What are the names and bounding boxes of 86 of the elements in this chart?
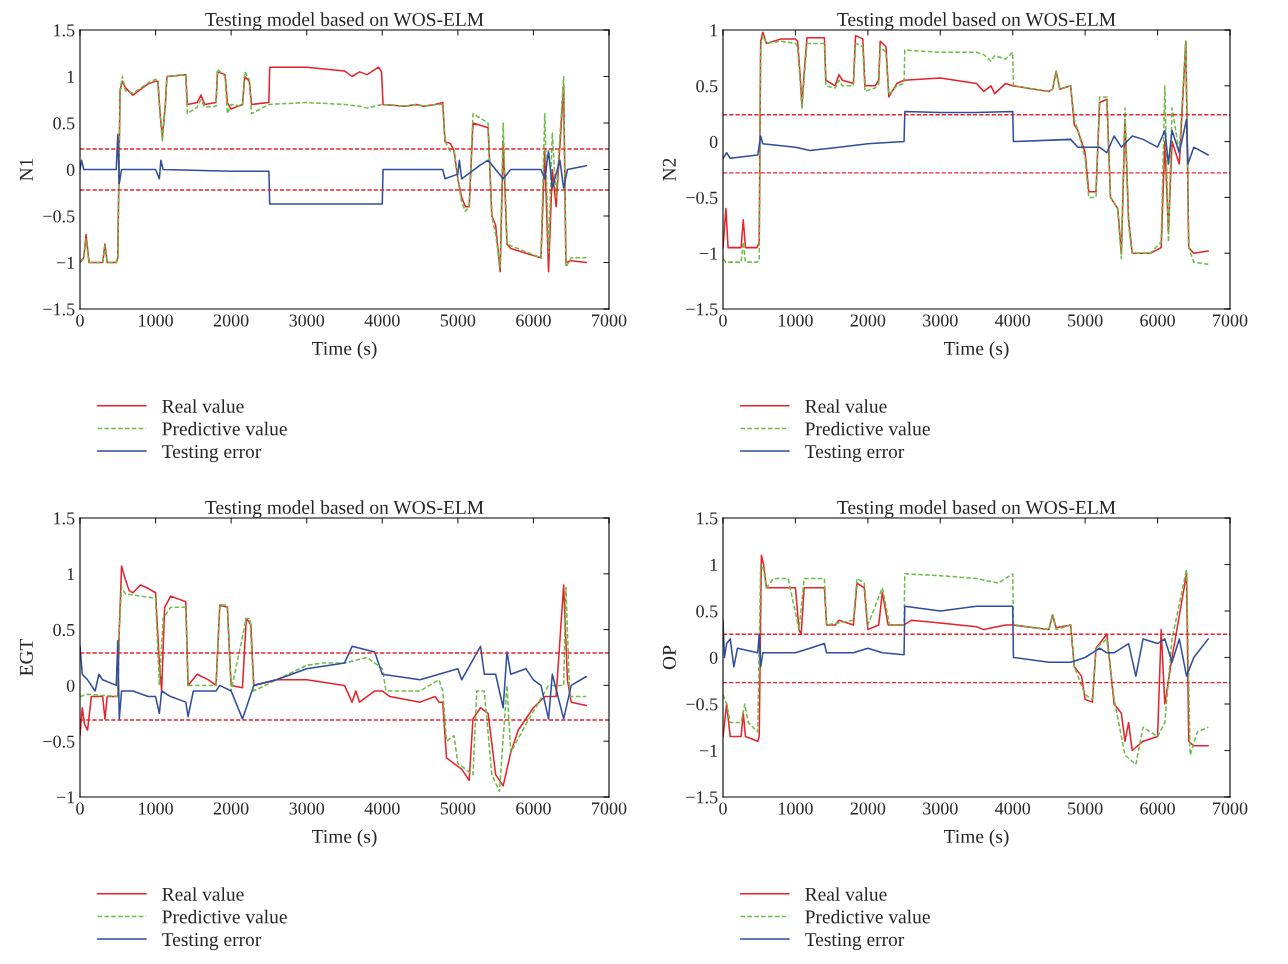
legend-label: Predictive value bbox=[805, 421, 930, 436]
x-tick-label: 6000 bbox=[1140, 802, 1175, 815]
x-tick-label: 7000 bbox=[1213, 802, 1248, 815]
y-tick-label: 0.5 bbox=[696, 80, 718, 93]
y-tick-label: 0 bbox=[709, 651, 718, 664]
x-tick-label: 5000 bbox=[440, 802, 476, 815]
x-tick-label: 2000 bbox=[850, 314, 886, 327]
line-series bbox=[723, 110, 1210, 165]
y-tick-label: −1 bbox=[56, 256, 75, 269]
legend-label: Real value bbox=[805, 399, 887, 413]
y-axis-title: N1 bbox=[19, 158, 33, 181]
x-tick-label: 4000 bbox=[364, 314, 400, 327]
x-tick-label: 3000 bbox=[289, 802, 325, 815]
x-tick-label: 4000 bbox=[364, 802, 400, 815]
x-tick-label: 3000 bbox=[289, 314, 325, 327]
x-tick-label: 7000 bbox=[1213, 314, 1248, 327]
x-tick-label: 4000 bbox=[995, 802, 1031, 815]
y-tick-label: 1.5 bbox=[54, 24, 75, 37]
y-tick-label: −1 bbox=[699, 247, 718, 260]
line-series bbox=[723, 605, 1210, 677]
x-tick-label: 6000 bbox=[1140, 314, 1175, 327]
y-tick-label: 1 bbox=[710, 558, 718, 571]
y-tick-label: −1.5 bbox=[686, 303, 718, 316]
y-tick-label: 1 bbox=[67, 70, 75, 83]
x-tick-label: 7000 bbox=[592, 314, 627, 327]
x-tick-label: 2000 bbox=[213, 802, 249, 815]
y-tick-label: −1.5 bbox=[686, 791, 718, 804]
y-tick-label: 0.5 bbox=[53, 623, 75, 637]
x-tick-label: 5000 bbox=[440, 314, 476, 327]
x-tick-label: 0 bbox=[719, 802, 727, 815]
x-tick-label: 3000 bbox=[923, 314, 958, 327]
y-tick-label: 0.5 bbox=[696, 605, 718, 618]
legend-label: Real value bbox=[162, 887, 244, 901]
x-tick-label: 2000 bbox=[213, 314, 249, 327]
legend-label: Testing error bbox=[162, 445, 262, 463]
y-axis-title: N2 bbox=[662, 158, 676, 181]
x-axis-title: Time (s) bbox=[943, 341, 1009, 359]
y-tick-label: −1.5 bbox=[43, 303, 75, 316]
line-series bbox=[80, 133, 588, 205]
x-tick-label: 1000 bbox=[139, 802, 173, 815]
x-axis-title: Time (s) bbox=[311, 341, 377, 359]
y-tick-label: −0.5 bbox=[43, 210, 75, 223]
x-tick-label: 0 bbox=[76, 314, 84, 327]
chart-title: Testing model based on WOS-ELM bbox=[837, 500, 1116, 519]
y-axis-title: OP bbox=[662, 645, 676, 670]
x-axis-title: Time (s) bbox=[311, 829, 377, 847]
line-series bbox=[80, 639, 588, 720]
y-tick-label: 0.5 bbox=[53, 117, 75, 130]
x-tick-label: 5000 bbox=[1068, 314, 1103, 327]
y-tick-label: −0.5 bbox=[43, 735, 75, 748]
x-tick-label: 2000 bbox=[850, 802, 886, 815]
y-tick-label: 1.5 bbox=[697, 512, 718, 525]
x-tick-label: 3000 bbox=[923, 802, 958, 815]
legend-label: Predictive value bbox=[162, 909, 287, 924]
x-axis-title: Time (s) bbox=[943, 829, 1009, 847]
legend-label: Testing error bbox=[805, 445, 905, 463]
y-axis-title: EGT bbox=[19, 638, 33, 676]
legend-label: Testing error bbox=[162, 933, 262, 951]
y-tick-label: −0.5 bbox=[686, 698, 718, 711]
x-tick-label: 1000 bbox=[778, 802, 813, 815]
y-tick-label: −0.5 bbox=[686, 191, 718, 204]
y-tick-label: 1 bbox=[67, 568, 75, 581]
y-tick-label: −1 bbox=[699, 744, 718, 757]
y-tick-label: 1 bbox=[710, 24, 718, 37]
x-tick-label: 1000 bbox=[778, 314, 813, 327]
y-tick-label: 0 bbox=[66, 679, 75, 692]
legend-label: Predictive value bbox=[805, 909, 930, 924]
x-tick-label: 6000 bbox=[516, 802, 551, 815]
legend-label: Predictive value bbox=[162, 421, 287, 436]
x-tick-label: 4000 bbox=[995, 314, 1031, 327]
y-tick-label: 0 bbox=[66, 163, 75, 176]
y-tick-label: −1 bbox=[56, 791, 75, 804]
y-tick-label: 0 bbox=[709, 135, 718, 149]
chart-title: Testing model based on WOS-ELM bbox=[205, 500, 484, 519]
legend-label: Testing error bbox=[805, 933, 905, 951]
x-tick-label: 0 bbox=[719, 314, 727, 327]
legend-label: Real value bbox=[162, 399, 244, 413]
x-tick-label: 7000 bbox=[592, 802, 627, 815]
chart-title: Testing model based on WOS-ELM bbox=[837, 12, 1116, 31]
x-tick-label: 0 bbox=[76, 802, 84, 815]
chart-title: Testing model based on WOS-ELM bbox=[205, 12, 484, 31]
y-tick-label: 1.5 bbox=[54, 512, 75, 525]
x-tick-label: 5000 bbox=[1068, 802, 1103, 815]
x-tick-label: 6000 bbox=[516, 314, 551, 327]
x-tick-label: 1000 bbox=[139, 314, 173, 327]
legend-label: Real value bbox=[805, 887, 887, 901]
